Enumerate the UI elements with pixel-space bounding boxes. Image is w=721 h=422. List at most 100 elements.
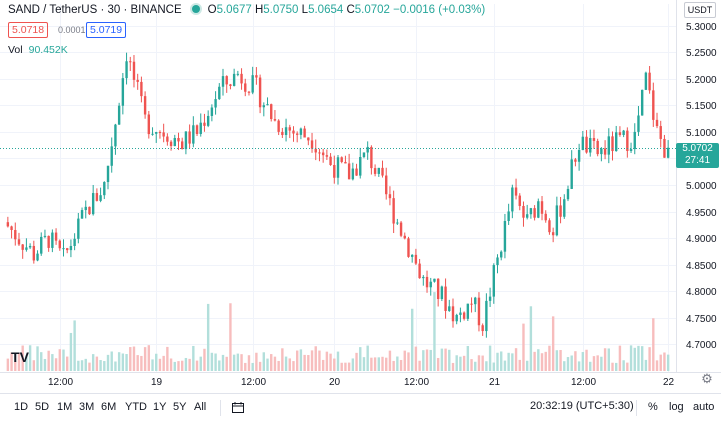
volume-bar xyxy=(125,354,128,371)
volume-bar xyxy=(615,362,618,371)
candle-body xyxy=(559,205,562,217)
candle-body xyxy=(448,306,451,311)
volume-bar xyxy=(333,358,336,371)
candle-body xyxy=(622,130,625,135)
candle-body xyxy=(147,114,151,135)
volume-legend[interactable]: Vol 90.452K xyxy=(8,44,68,56)
volume-bar xyxy=(288,358,291,371)
candle-body xyxy=(247,91,251,93)
candle-body xyxy=(91,193,95,215)
candle-body xyxy=(303,128,306,138)
range-5y-button[interactable]: 5Y xyxy=(173,401,187,413)
sell-price-button[interactable]: 5.0718 xyxy=(8,22,49,38)
range-5d-button[interactable]: 5D xyxy=(35,401,50,413)
volume-bar xyxy=(522,323,525,371)
candle-body xyxy=(596,140,599,155)
volume-bar xyxy=(321,359,325,371)
volume-bar xyxy=(169,358,173,371)
candle-body xyxy=(288,127,291,131)
buy-price-button[interactable]: 5.0719 xyxy=(86,22,127,38)
range-6m-button[interactable]: 6M xyxy=(101,401,117,413)
volume-bar xyxy=(637,345,640,371)
volume-bar xyxy=(340,362,343,371)
candle-body xyxy=(436,278,440,300)
volume-bar xyxy=(258,361,262,371)
volume-bar xyxy=(181,360,184,371)
range-1d-button[interactable]: 1D xyxy=(14,401,29,413)
price-tick-label: 4.7500 xyxy=(686,314,717,325)
candle-body xyxy=(511,187,514,212)
volume-bar xyxy=(388,350,392,371)
volume-bar xyxy=(666,354,670,371)
volume-bar xyxy=(466,345,470,371)
time-tick-label: 19 xyxy=(151,377,163,388)
price-tick-label: 4.9000 xyxy=(686,234,717,245)
volume-bar xyxy=(151,359,154,371)
candle-body xyxy=(162,132,165,137)
volume-bar xyxy=(240,354,243,371)
time-tick-label: 12:00 xyxy=(241,377,266,388)
range-ytd-button[interactable]: YTD xyxy=(125,401,147,413)
candle-body xyxy=(422,276,425,279)
volume-bar xyxy=(351,358,355,371)
currency-button[interactable]: USDT xyxy=(684,2,716,18)
range-1y-button[interactable]: 1Y xyxy=(153,401,167,413)
auto-scale-toggle[interactable]: auto xyxy=(693,401,715,413)
range-all-button[interactable]: All xyxy=(194,401,207,413)
calendar-goto-icon[interactable] xyxy=(232,402,244,413)
candle-body xyxy=(17,239,21,245)
symbol-title[interactable]: SAND / TetherUS · 30 · BINANCE xyxy=(8,4,182,16)
range-3m-button[interactable]: 3M xyxy=(79,401,95,413)
volume-bar xyxy=(455,355,458,371)
volume-bar xyxy=(17,352,21,371)
candle-body xyxy=(143,96,147,115)
candle-body xyxy=(214,99,217,108)
volume-bar xyxy=(396,356,399,371)
volume-bar xyxy=(485,361,488,371)
volume-bar xyxy=(425,349,429,371)
volume-bar xyxy=(184,357,188,371)
candle-body xyxy=(58,240,61,249)
volume-bar xyxy=(381,356,384,371)
volume-bar xyxy=(600,356,603,371)
percent-scale-toggle[interactable]: % xyxy=(648,401,658,413)
volume-bar xyxy=(295,350,299,371)
price-tick-label: 5.0000 xyxy=(686,181,717,192)
candle-body xyxy=(462,312,466,319)
volume-bar xyxy=(563,361,566,371)
candle-body xyxy=(121,78,125,106)
volume-bar xyxy=(477,355,481,371)
price-tick-label: 5.2500 xyxy=(686,48,717,59)
ohlc-high-label: H xyxy=(254,4,264,16)
volume-bar xyxy=(173,361,176,371)
timezone-clock[interactable]: 20:32:19 (UTC+5:30) xyxy=(530,400,634,412)
settings-gear-icon[interactable]: ⚙ xyxy=(701,371,713,386)
volume-bar xyxy=(262,352,266,371)
candle-body xyxy=(492,265,495,297)
candle-body xyxy=(310,140,314,149)
log-scale-toggle[interactable]: log xyxy=(669,401,684,413)
candle-body xyxy=(500,251,503,258)
candle-body xyxy=(373,168,377,174)
volume-bar xyxy=(325,351,329,371)
candle-body xyxy=(284,127,288,136)
candle-body xyxy=(69,245,73,251)
range-1m-button[interactable]: 1M xyxy=(57,401,73,413)
volume-bar xyxy=(481,355,484,371)
volume-bar xyxy=(462,355,466,371)
candle-body xyxy=(637,115,640,132)
tradingview-logo-icon[interactable]: TV xyxy=(11,349,29,365)
volume-bar xyxy=(103,361,106,371)
last-price-tag: 5.0702 27:41 xyxy=(676,143,719,168)
candle-body xyxy=(103,182,106,196)
volume-bar xyxy=(503,360,507,371)
candle-body xyxy=(399,222,403,236)
candle-body xyxy=(451,306,455,322)
candle-body xyxy=(51,232,54,248)
price-tick-label: 4.8500 xyxy=(686,261,717,272)
candle-body xyxy=(129,61,132,63)
volume-bar xyxy=(492,362,495,371)
candle-body xyxy=(592,138,596,141)
volume-bar xyxy=(377,357,381,371)
